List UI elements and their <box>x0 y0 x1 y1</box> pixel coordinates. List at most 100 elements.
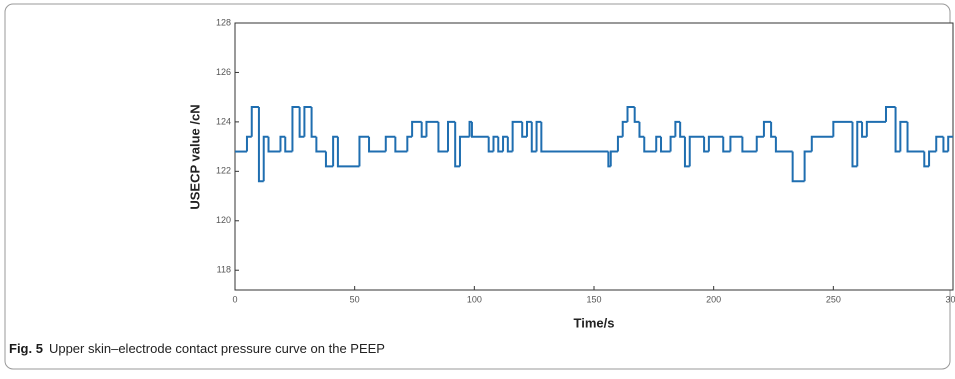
line-step <box>947 135 953 152</box>
line-step <box>607 151 611 168</box>
line-step <box>310 107 317 138</box>
line-step <box>279 135 286 152</box>
caption-label: Fig. 5 <box>9 341 43 356</box>
line-step <box>679 121 685 138</box>
line-step <box>669 135 676 152</box>
line-step <box>324 151 334 168</box>
line-step <box>722 136 731 153</box>
line-step <box>530 121 537 153</box>
line-step <box>894 107 901 153</box>
line-step <box>298 107 305 138</box>
line-step <box>487 136 494 153</box>
line-step <box>291 106 300 152</box>
line-step <box>660 136 671 153</box>
line-step <box>832 120 853 137</box>
line-step <box>655 135 662 152</box>
line-step <box>437 121 449 153</box>
line-step <box>942 136 949 153</box>
line-step <box>729 135 743 152</box>
x-tick-label: 50 <box>350 294 360 304</box>
line-step <box>791 151 805 183</box>
line-step <box>332 135 338 167</box>
line-step <box>643 136 657 153</box>
line-step <box>935 135 944 152</box>
line-step <box>703 136 709 153</box>
line-step <box>899 120 908 152</box>
line-step <box>906 121 925 153</box>
line-step <box>458 135 470 167</box>
line-step <box>865 120 886 137</box>
line-step <box>262 135 269 182</box>
line-step <box>707 135 724 152</box>
line-step <box>447 120 456 152</box>
line-step <box>358 135 370 167</box>
line-step <box>535 120 542 152</box>
line-step <box>609 150 618 167</box>
y-tick-label: 122 <box>216 166 231 176</box>
line-step <box>861 121 867 138</box>
x-tick-label: 200 <box>706 294 721 304</box>
line-step <box>770 121 776 138</box>
line-step <box>502 135 508 152</box>
plot-area <box>234 22 954 291</box>
caption: Fig. 5 Upper skin–electrode contact press… <box>9 341 385 356</box>
x-tick-label: 150 <box>586 294 601 304</box>
line-step <box>851 121 858 168</box>
line-step <box>674 120 681 137</box>
line-step <box>688 135 705 167</box>
line-step <box>492 135 499 152</box>
x-tick-label: 300 <box>945 294 955 304</box>
line-step <box>303 106 312 137</box>
line-step <box>411 120 422 137</box>
line-step <box>250 106 259 137</box>
line-step <box>923 151 930 168</box>
line-step <box>336 136 360 168</box>
line-step <box>884 106 896 122</box>
line-step <box>540 121 609 153</box>
caption-text: Upper skin–electrode contact pressure cu… <box>49 341 385 356</box>
x-tick-label: 100 <box>467 294 482 304</box>
y-axis-label: USECP value /cN <box>187 104 202 209</box>
line-step <box>394 136 408 153</box>
line-step <box>803 150 812 182</box>
line-step <box>470 121 489 138</box>
line-step <box>425 120 439 137</box>
line-step <box>616 135 623 152</box>
line-step <box>762 120 772 137</box>
line-step <box>741 136 757 153</box>
line-step <box>454 121 460 168</box>
line-step <box>267 136 281 153</box>
line-step <box>384 135 396 152</box>
line-step <box>810 135 834 152</box>
line-step <box>497 136 504 153</box>
x-axis-label: Time/s <box>574 315 615 330</box>
y-tick-label: 120 <box>216 215 231 225</box>
line-step <box>928 150 937 167</box>
y-tick-label: 128 <box>216 17 231 27</box>
line-step <box>511 120 523 152</box>
line-step <box>315 136 326 153</box>
x-tick-label: 0 <box>232 294 237 304</box>
line-step <box>525 120 532 137</box>
line-step <box>284 136 293 153</box>
line-step <box>257 107 264 183</box>
x-tick-label: 250 <box>826 294 841 304</box>
line-step <box>621 120 628 137</box>
line-step <box>633 107 640 123</box>
line-step <box>406 135 413 152</box>
y-tick-label: 124 <box>216 116 231 126</box>
line-step <box>420 121 427 138</box>
line-step <box>774 136 793 153</box>
line-step <box>683 136 690 168</box>
y-tick-label: 126 <box>216 67 231 77</box>
line-step <box>368 136 386 153</box>
line-step <box>638 121 645 138</box>
line-step <box>856 120 863 167</box>
line-step <box>506 136 513 153</box>
line-step <box>521 121 527 138</box>
line-step <box>626 106 635 122</box>
line-step <box>755 135 764 152</box>
y-tick-label: 118 <box>217 265 231 275</box>
line-step <box>245 135 252 152</box>
